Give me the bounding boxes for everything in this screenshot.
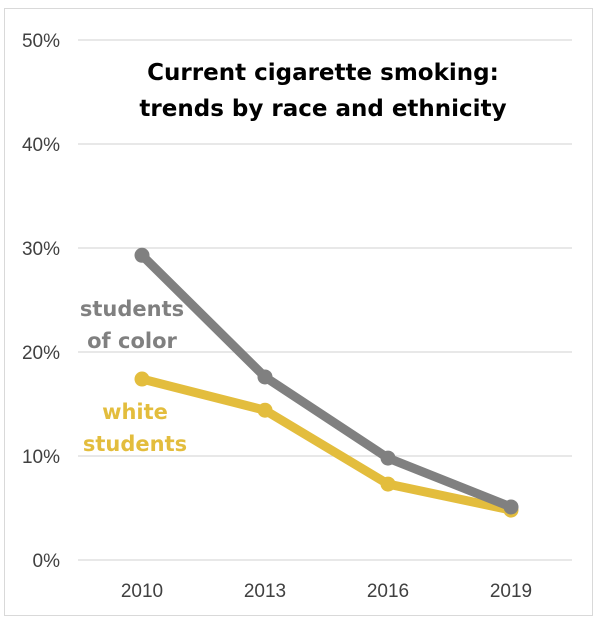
gridlines xyxy=(78,39,572,561)
series-label-students-of-color-line-1: students xyxy=(80,297,184,321)
data-point-white-students xyxy=(257,402,273,418)
series-line-students-of-color xyxy=(137,250,516,512)
x-axis-ticks: 2010 2013 2016 2019 xyxy=(121,581,532,602)
chart-title-line-2: trends by race and ethnicity xyxy=(139,96,506,122)
chart-frame xyxy=(4,8,593,616)
data-point-students-of-color xyxy=(257,369,273,385)
chart-title-line-1: Current cigarette smoking: xyxy=(147,60,499,86)
x-tick-label: 2019 xyxy=(490,581,532,602)
data-point-students-of-color xyxy=(134,247,150,263)
y-axis-ticks: 0% 10% 20% 30% 40% 50% xyxy=(22,31,60,572)
series-label-white-students-line-2: students xyxy=(83,432,187,456)
y-tick-label: 30% xyxy=(22,239,60,260)
series-lines xyxy=(134,247,519,518)
data-point-white-students xyxy=(134,371,150,387)
y-tick-label: 10% xyxy=(22,447,60,468)
data-point-students-of-color xyxy=(503,499,519,515)
data-point-white-students xyxy=(380,476,396,492)
y-tick-label: 0% xyxy=(33,551,61,572)
series-line-white-students xyxy=(137,374,516,515)
y-tick-label: 40% xyxy=(22,135,60,156)
x-tick-label: 2010 xyxy=(121,581,163,602)
series-label-white-students-line-1: white xyxy=(102,400,168,424)
y-tick-label: 50% xyxy=(22,31,60,52)
x-tick-label: 2016 xyxy=(367,581,409,602)
series-label-students-of-color-line-2: of color xyxy=(87,329,177,353)
x-tick-label: 2013 xyxy=(244,581,286,602)
data-point-students-of-color xyxy=(380,450,396,466)
y-tick-label: 20% xyxy=(22,343,60,364)
